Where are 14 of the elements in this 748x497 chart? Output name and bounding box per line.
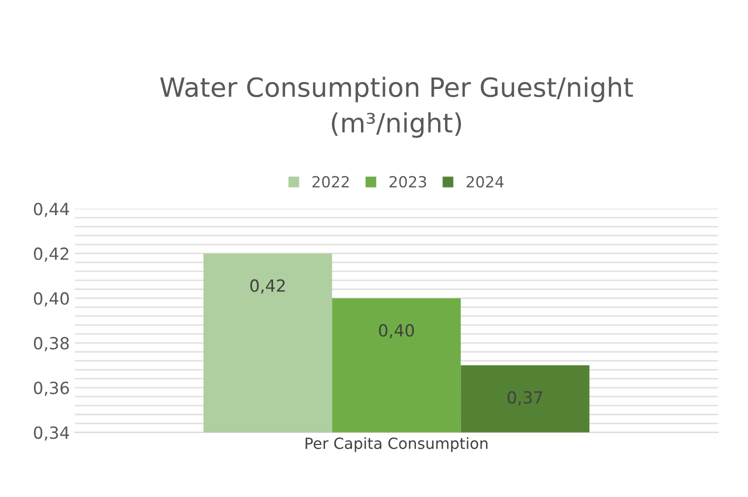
y-tick-label: 0,44 bbox=[34, 202, 70, 218]
y-tick-label: 0,40 bbox=[34, 292, 69, 306]
chart-title: Water Consumption Per Guest/night (m³/night) bbox=[160, 76, 633, 138]
y-tick-label: 0,42 bbox=[34, 247, 68, 262]
y-tick-label: 0,36 bbox=[34, 382, 69, 396]
legend-label: 2023 bbox=[390, 176, 426, 188]
x-tick-label: Per Capita Consumption bbox=[306, 437, 488, 452]
y-tick-label: 0,34 bbox=[34, 426, 70, 441]
legend-label: 2022 bbox=[312, 176, 349, 188]
data-label: 0,37 bbox=[508, 391, 542, 406]
y-tick-label: 0,38 bbox=[34, 336, 69, 352]
data-label: 0,40 bbox=[378, 324, 414, 338]
legend-label: 2024 bbox=[466, 176, 504, 188]
data-label: 0,42 bbox=[250, 279, 285, 294]
